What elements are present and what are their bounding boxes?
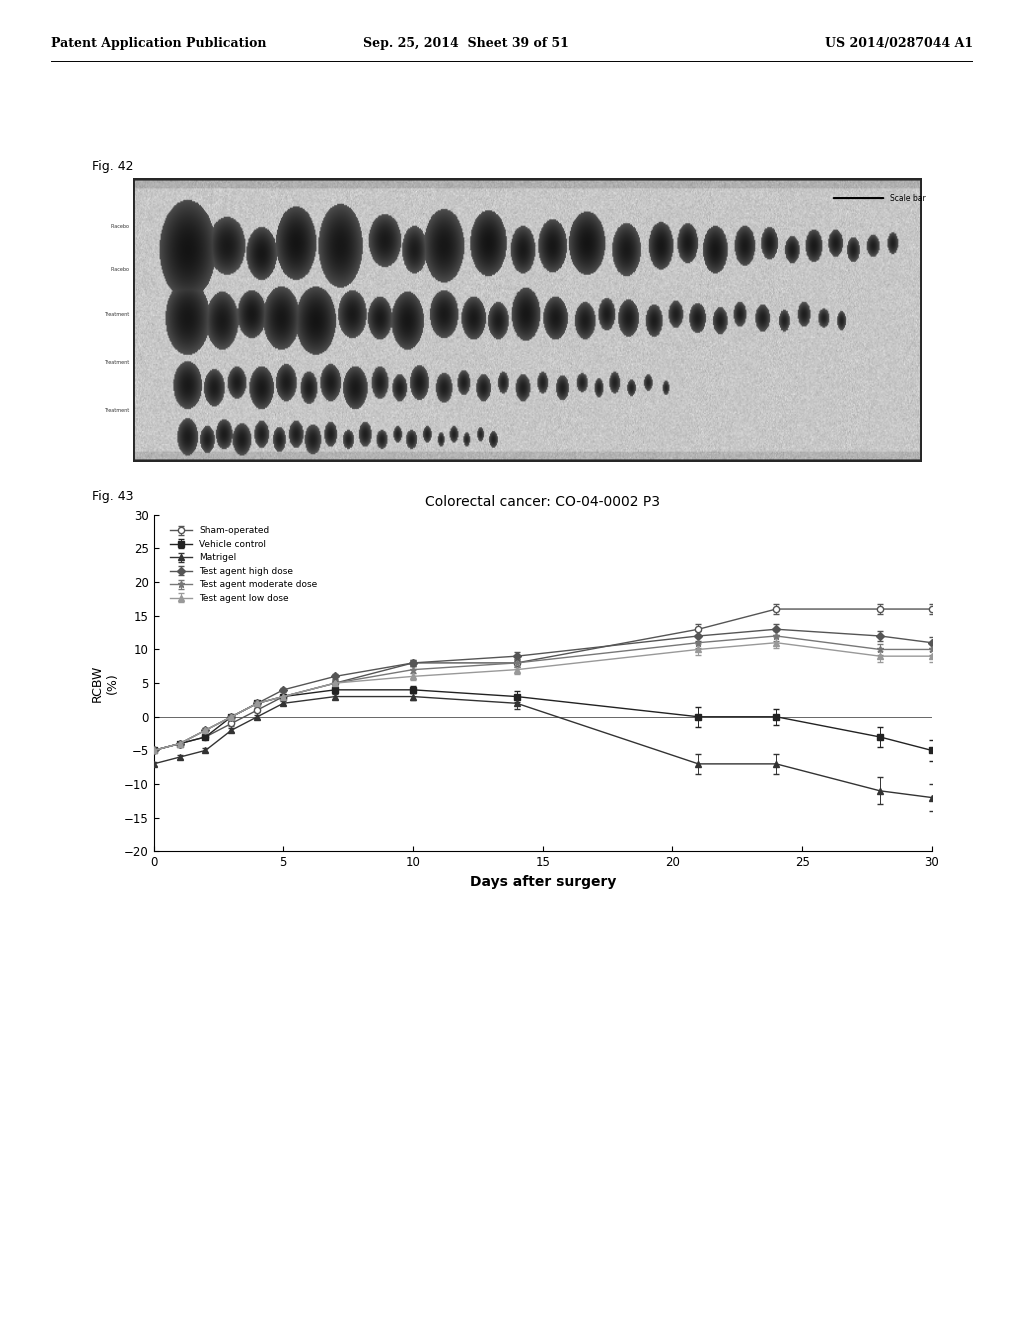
Text: Patent Application Publication: Patent Application Publication [51, 37, 266, 50]
Text: Treatment: Treatment [103, 312, 129, 317]
Text: Placebo: Placebo [111, 224, 129, 228]
Text: Treatment: Treatment [103, 408, 129, 413]
Text: Fig. 43: Fig. 43 [92, 490, 134, 503]
Legend: Sham-operated, Vehicle control, Matrigel, Test agent high dose, Test agent moder: Sham-operated, Vehicle control, Matrigel… [166, 523, 322, 606]
Y-axis label: RCBW
(%): RCBW (%) [90, 664, 119, 702]
X-axis label: Days after surgery: Days after surgery [470, 875, 615, 888]
Text: Fig. 42: Fig. 42 [92, 160, 134, 173]
Title: Colorectal cancer: CO-04-0002 P3: Colorectal cancer: CO-04-0002 P3 [425, 495, 660, 510]
Text: US 2014/0287044 A1: US 2014/0287044 A1 [824, 37, 973, 50]
Text: Treatment: Treatment [103, 360, 129, 366]
Text: Scale bar: Scale bar [890, 194, 926, 202]
Text: Sep. 25, 2014  Sheet 39 of 51: Sep. 25, 2014 Sheet 39 of 51 [362, 37, 569, 50]
Text: Placebo: Placebo [111, 267, 129, 272]
